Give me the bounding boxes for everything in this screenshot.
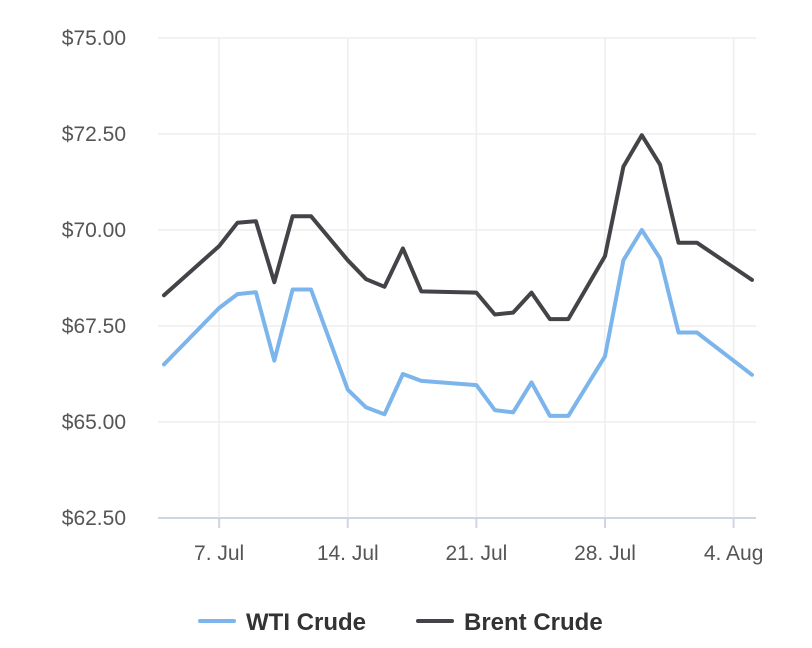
y-tick-label: $72.50 [62,123,126,146]
x-tick-label: 28. Jul [574,542,636,565]
x-tick-label: 4. Aug [704,542,764,565]
series-lines [162,133,754,418]
legend[interactable]: WTI Crude Brent Crude [198,609,603,636]
y-tick-label: $70.00 [62,219,126,242]
x-axis: 7. Jul 14. Jul 21. Jul 28. Jul 4. Aug [158,517,764,565]
y-tick-label: $67.50 [62,315,126,338]
legend-item-wti-crude[interactable]: WTI Crude [198,609,366,636]
legend-label: Brent Crude [464,609,603,636]
x-tick-label: 21. Jul [445,542,507,565]
y-tick-label: $62.50 [62,507,126,530]
x-tick-label: 7. Jul [194,542,244,565]
x-tick-label: 14. Jul [317,542,379,565]
legend-label: WTI Crude [246,609,366,636]
series-line-brent-crude[interactable] [162,133,754,322]
y-axis-tick-labels: $62.50 $65.00 $67.50 $70.00 $72.50 $75.00 [62,27,126,530]
y-tick-label: $75.00 [62,27,126,50]
y-tick-label: $65.00 [62,411,126,434]
series-line-wti-crude[interactable] [162,228,754,418]
legend-item-brent-crude[interactable]: Brent Crude [416,609,603,636]
